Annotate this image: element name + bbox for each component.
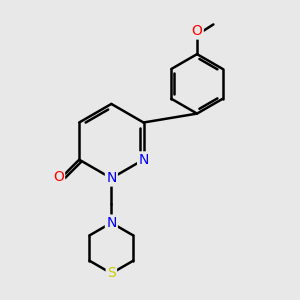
Text: N: N [138, 153, 149, 167]
Text: S: S [107, 266, 116, 280]
Text: N: N [106, 216, 116, 230]
Text: O: O [192, 24, 203, 38]
Text: O: O [53, 170, 64, 184]
Text: N: N [106, 171, 116, 185]
